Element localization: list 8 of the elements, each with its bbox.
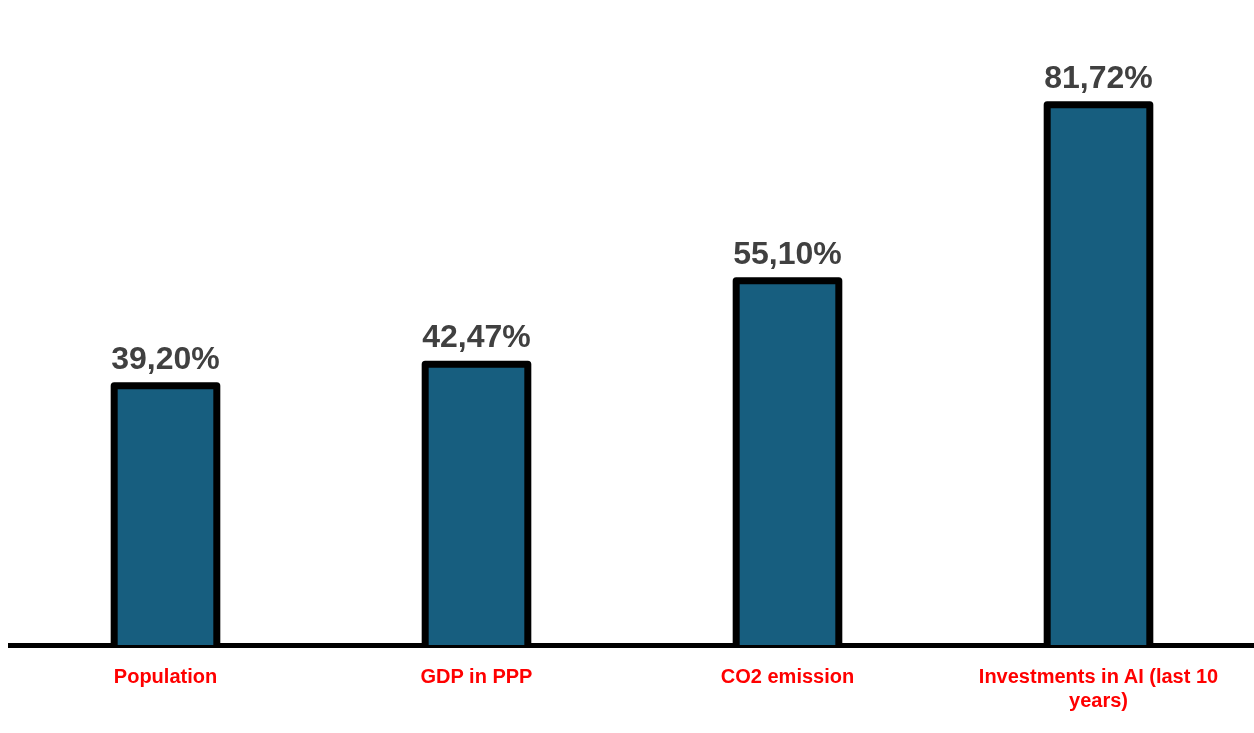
data-label: 55,10% — [733, 234, 842, 271]
data-label: 42,47% — [422, 318, 531, 355]
x-tick-label: Investments in AI (last 10 years) — [978, 664, 1219, 711]
x-tick-label: GDP in PPP — [420, 664, 533, 687]
x-tick-label: Population — [113, 664, 218, 687]
data-label: 81,72% — [1044, 58, 1153, 95]
x-tick-label: CO2 emission — [720, 664, 855, 687]
data-label: 39,20% — [111, 339, 220, 376]
